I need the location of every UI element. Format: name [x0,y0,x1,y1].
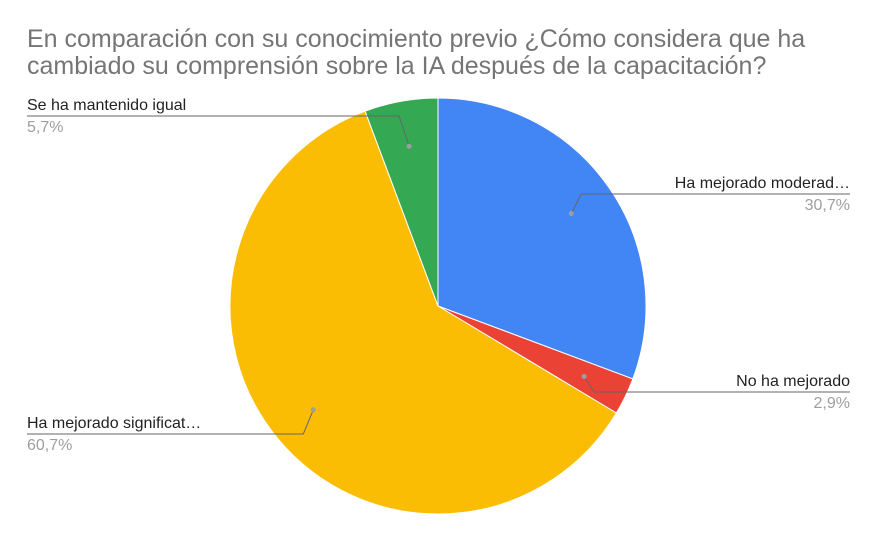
pie-slice-ha-mejorado-moderad [437,97,647,380]
slice-percent-label: 60,7% [27,437,72,454]
leader-dot [568,211,574,217]
leader-line [583,376,850,393]
slice-label: Se ha mantenido igual [27,97,186,114]
leader-line [27,409,314,435]
slice-label: No ha mejorado [736,373,850,390]
slice-percent-label: 5,7% [27,119,63,136]
leader-line [27,115,410,147]
slice-labels: Ha mejorado moderad… 30,7% No ha mejorado 2… [27,97,850,454]
pie-slice-ha-mejorado-significat [229,110,618,515]
leader-dot [581,373,587,379]
leader-dot [310,407,316,413]
slice-percent-label: 30,7% [805,197,850,214]
slice-label: Ha mejorado significat… [27,415,201,432]
pie-slice-se-ha-mantenido-igual [364,97,439,307]
pie-slices [229,97,647,515]
leader-dot [406,143,412,149]
chart-title: En comparación con su conocimiento previ… [27,25,806,80]
leader-line [570,193,850,214]
slice-label: Ha mejorado moderad… [675,175,850,192]
slice-percent-label: 2,9% [814,395,850,412]
